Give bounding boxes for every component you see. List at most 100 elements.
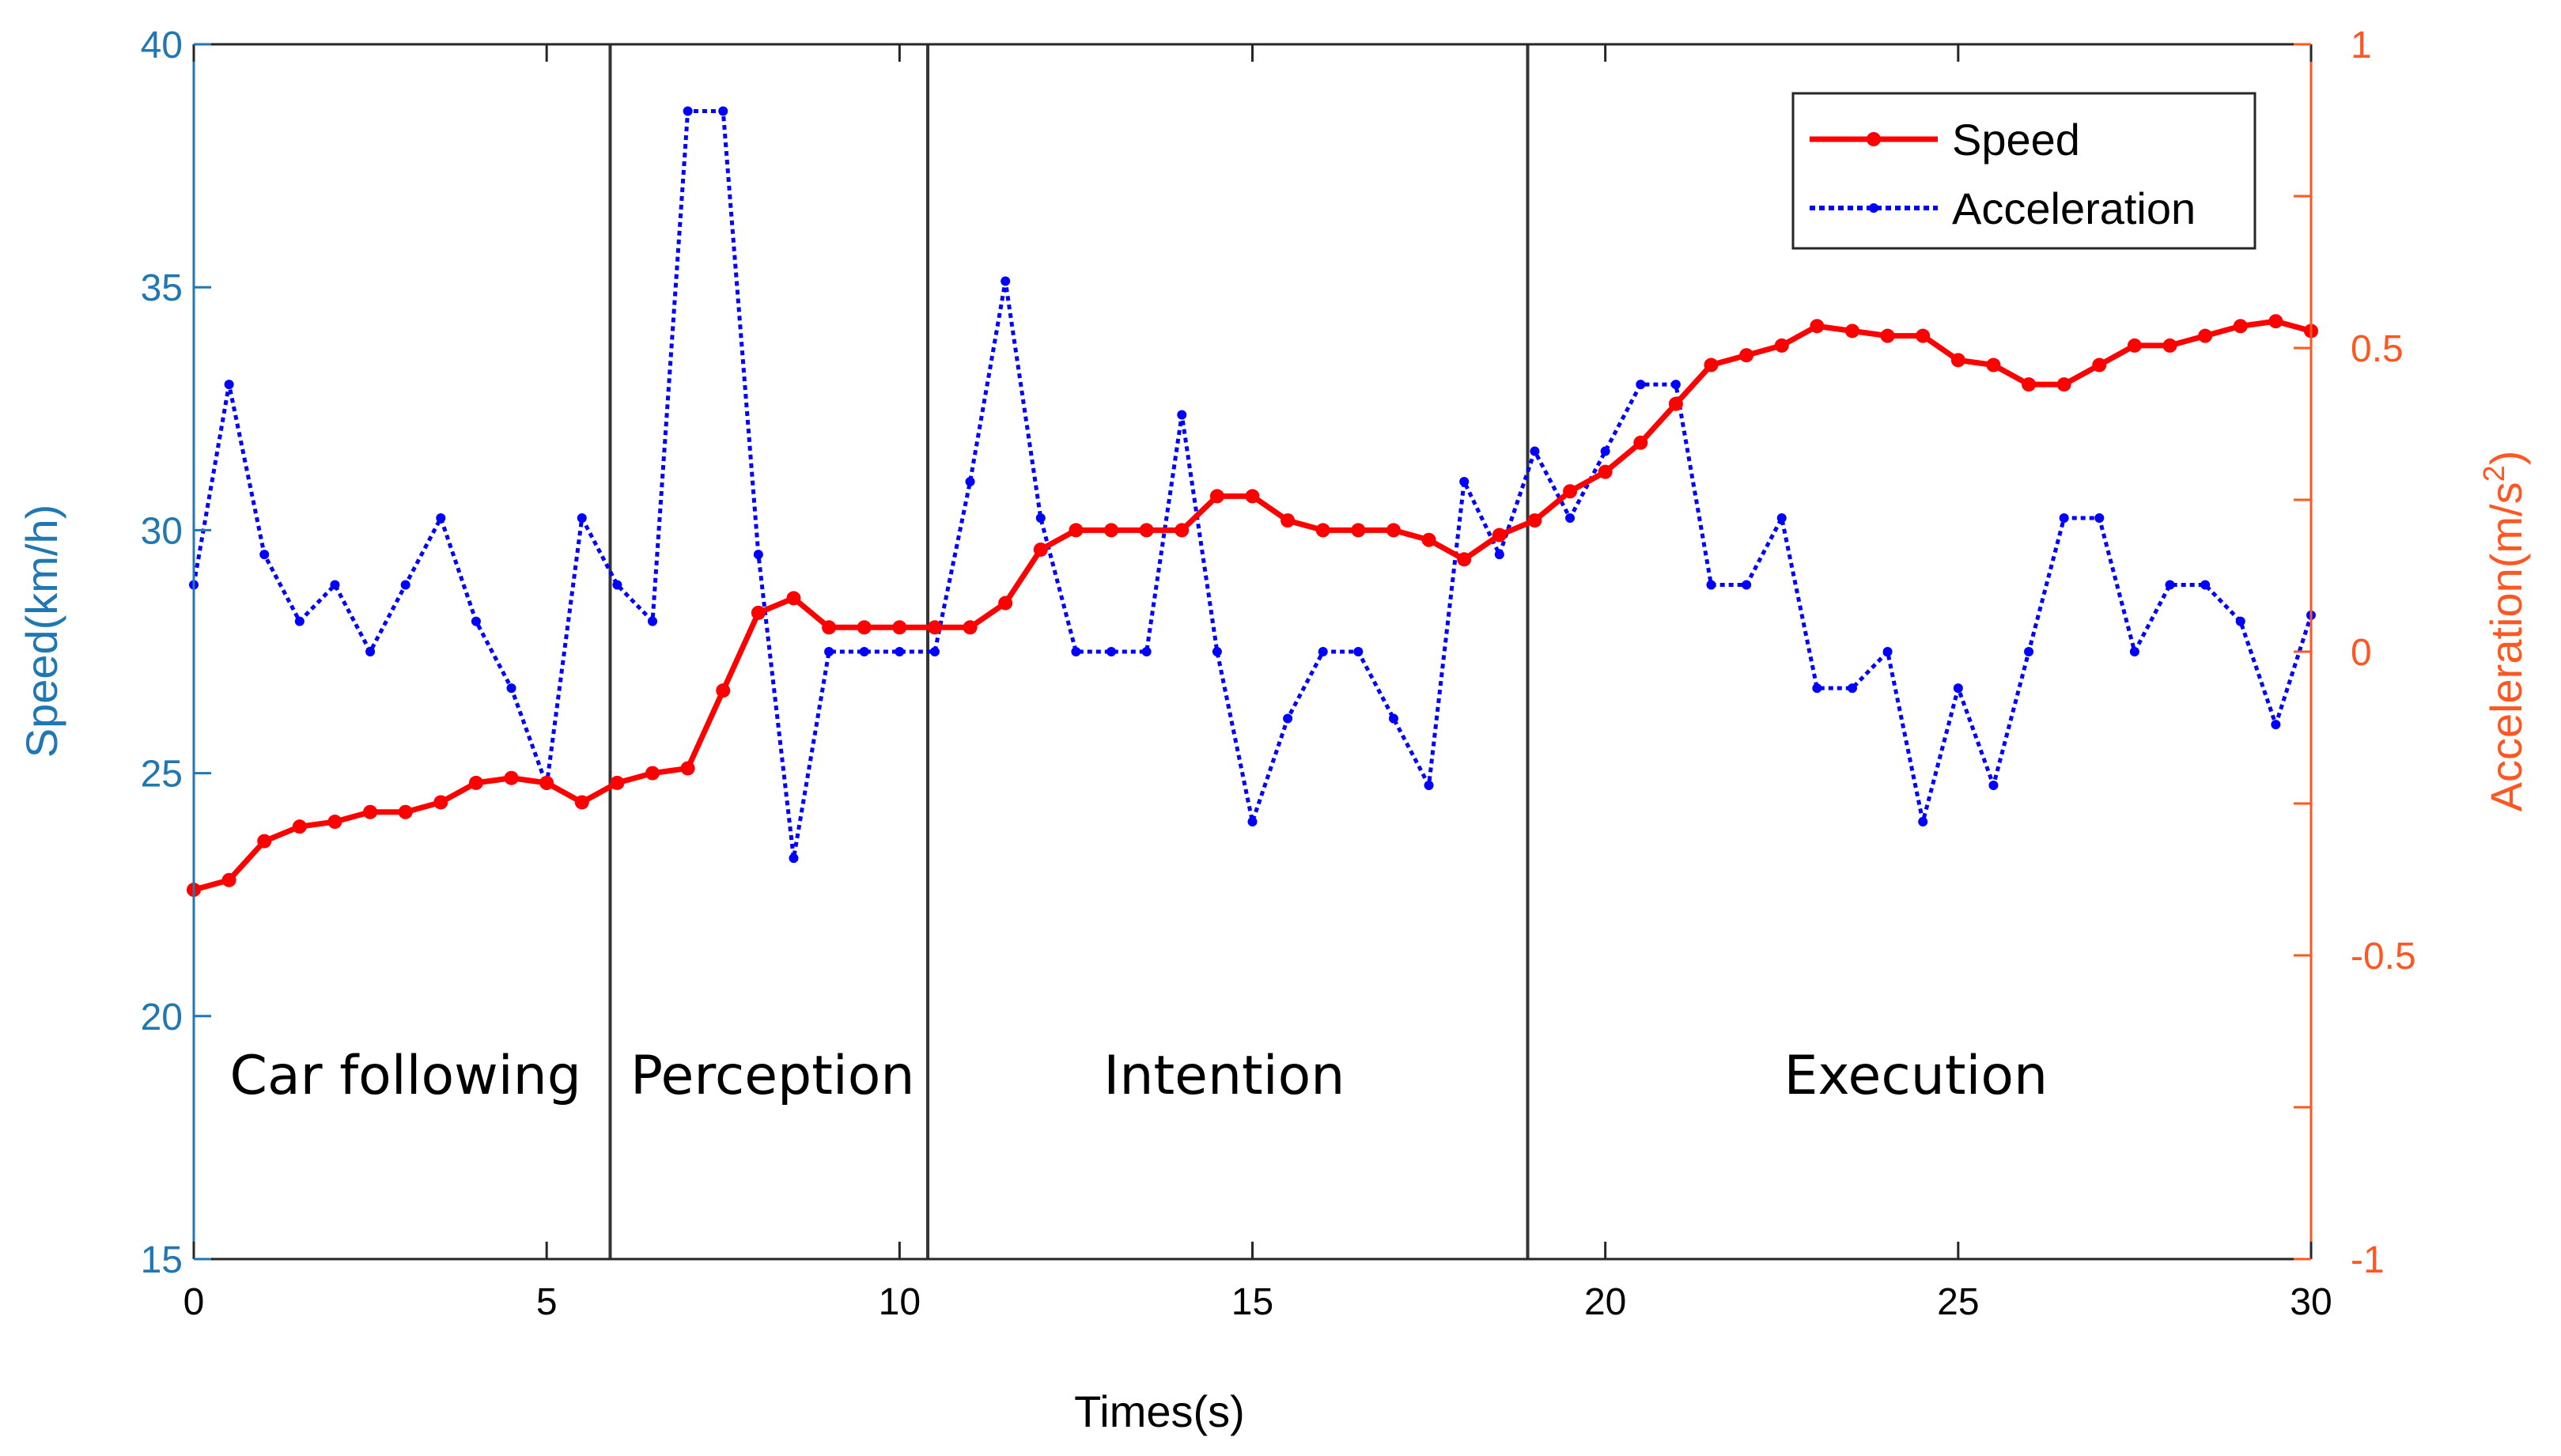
- acceleration-point-22: [965, 476, 975, 486]
- acceleration-point-23: [1001, 276, 1011, 286]
- speed-series: [187, 314, 2318, 898]
- left-tick-label-3: 30: [141, 510, 183, 552]
- acceleration-point-32: [1318, 647, 1328, 656]
- acceleration-point-39: [1565, 513, 1576, 524]
- x-tick-label-5: 25: [1937, 1281, 1979, 1323]
- speed-point-29: [1209, 489, 1224, 504]
- acceleration-point-41: [1636, 380, 1646, 390]
- speed-point-52: [2022, 377, 2037, 392]
- acceleration-point-42: [1670, 380, 1681, 390]
- acceleration-point-17: [789, 853, 799, 864]
- speed-point-49: [1916, 328, 1931, 343]
- speed-point-40: [1598, 464, 1613, 479]
- acceleration-point-24: [1035, 513, 1046, 524]
- right-tick-label-4: 1: [2351, 25, 2372, 66]
- right-tick-label-1: -0.5: [2351, 936, 2416, 978]
- acceleration-point-11: [577, 513, 587, 524]
- acceleration-point-33: [1353, 647, 1364, 656]
- speed-point-45: [1774, 338, 1789, 353]
- acceleration-point-19: [859, 647, 869, 656]
- left-tick-label-4: 35: [141, 267, 183, 309]
- legend-speed-marker: [1867, 132, 1881, 146]
- acceleration-point-7: [436, 513, 446, 524]
- speed-point-14: [680, 761, 695, 776]
- speed-point-13: [645, 766, 660, 781]
- acceleration-point-56: [2165, 580, 2175, 590]
- speed-point-39: [1563, 484, 1578, 499]
- speed-point-48: [1880, 328, 1895, 343]
- acceleration-point-35: [1424, 780, 1434, 790]
- speed-point-47: [1844, 323, 1859, 338]
- speed-point-37: [1492, 528, 1507, 543]
- speed-point-32: [1315, 523, 1330, 538]
- acceleration-point-26: [1106, 647, 1117, 656]
- speed-point-59: [2268, 314, 2283, 329]
- x-ticks: 0 5 10 15 20 25 30: [183, 44, 2332, 1323]
- x-tick-label-3: 15: [1231, 1281, 1273, 1323]
- legend: Speed Acceleration: [1791, 92, 2256, 250]
- acceleration-point-46: [1812, 683, 1822, 694]
- x-tick-label-0: 0: [183, 1281, 205, 1323]
- acceleration-point-52: [2024, 647, 2034, 656]
- acceleration-point-40: [1600, 446, 1610, 456]
- right-axis-title: Acceleration(m/s2): [2478, 451, 2531, 812]
- acceleration-point-25: [1071, 647, 1081, 656]
- left-tick-label-2: 25: [141, 754, 183, 796]
- speed-point-58: [2233, 319, 2248, 334]
- speed-point-28: [1175, 523, 1190, 538]
- acceleration-point-5: [365, 647, 376, 656]
- speed-point-55: [2127, 338, 2142, 353]
- acceleration-point-31: [1283, 713, 1293, 724]
- acceleration-point-55: [2129, 647, 2139, 656]
- speed-point-3: [292, 819, 307, 834]
- speed-point-7: [433, 795, 448, 810]
- acceleration-point-37: [1494, 550, 1504, 560]
- speed-point-15: [716, 683, 731, 698]
- speed-point-17: [786, 591, 801, 606]
- acceleration-point-47: [1847, 683, 1857, 694]
- speed-point-10: [539, 775, 554, 790]
- x-axis-title: Times(s): [1074, 1386, 1245, 1436]
- acceleration-point-44: [1742, 580, 1752, 590]
- right-tick-label-2: 0: [2351, 632, 2372, 674]
- speed-point-24: [1033, 542, 1048, 557]
- speed-point-30: [1245, 489, 1260, 504]
- acceleration-point-8: [471, 616, 481, 626]
- speed-point-51: [1986, 357, 2001, 373]
- speed-point-5: [363, 804, 378, 819]
- speed-point-38: [1527, 513, 1542, 528]
- speed-point-16: [751, 605, 766, 620]
- speed-point-12: [610, 775, 625, 790]
- speed-point-36: [1457, 552, 1472, 567]
- acceleration-point-43: [1706, 580, 1716, 590]
- acceleration-point-59: [2271, 720, 2281, 730]
- speed-point-21: [927, 620, 942, 635]
- left-ticks: 15 20 25 30 35 40: [141, 25, 211, 1281]
- speed-point-44: [1739, 348, 1754, 363]
- speed-point-53: [2056, 377, 2071, 392]
- phase-labels: Car following Perception Intention Executio…: [229, 1045, 2048, 1107]
- right-ticks: -1 -0.5 0 0.5 1: [2294, 25, 2416, 1281]
- acceleration-point-18: [824, 647, 834, 656]
- acceleration-point-48: [1882, 647, 1893, 656]
- left-tick-label-0: 15: [141, 1239, 183, 1281]
- legend-acceleration-marker: [1869, 203, 1878, 213]
- acceleration-point-13: [648, 616, 658, 626]
- acceleration-point-29: [1212, 647, 1222, 656]
- legend-box: [1791, 92, 2256, 250]
- acceleration-point-27: [1141, 647, 1152, 656]
- acceleration-point-15: [718, 106, 728, 116]
- speed-point-1: [221, 872, 236, 887]
- x-tick-label-4: 20: [1584, 1281, 1626, 1323]
- phase-label-2: Perception: [630, 1045, 915, 1107]
- acceleration-point-57: [2200, 580, 2211, 590]
- x-tick-label-1: 5: [536, 1281, 558, 1323]
- speed-point-35: [1421, 532, 1436, 547]
- acceleration-point-34: [1388, 713, 1398, 724]
- speed-point-27: [1139, 523, 1154, 538]
- right-tick-label-3: 0.5: [2351, 328, 2404, 370]
- left-tick-label-1: 20: [141, 997, 183, 1038]
- phase-label-1: Car following: [229, 1045, 581, 1107]
- speed-point-6: [398, 804, 413, 819]
